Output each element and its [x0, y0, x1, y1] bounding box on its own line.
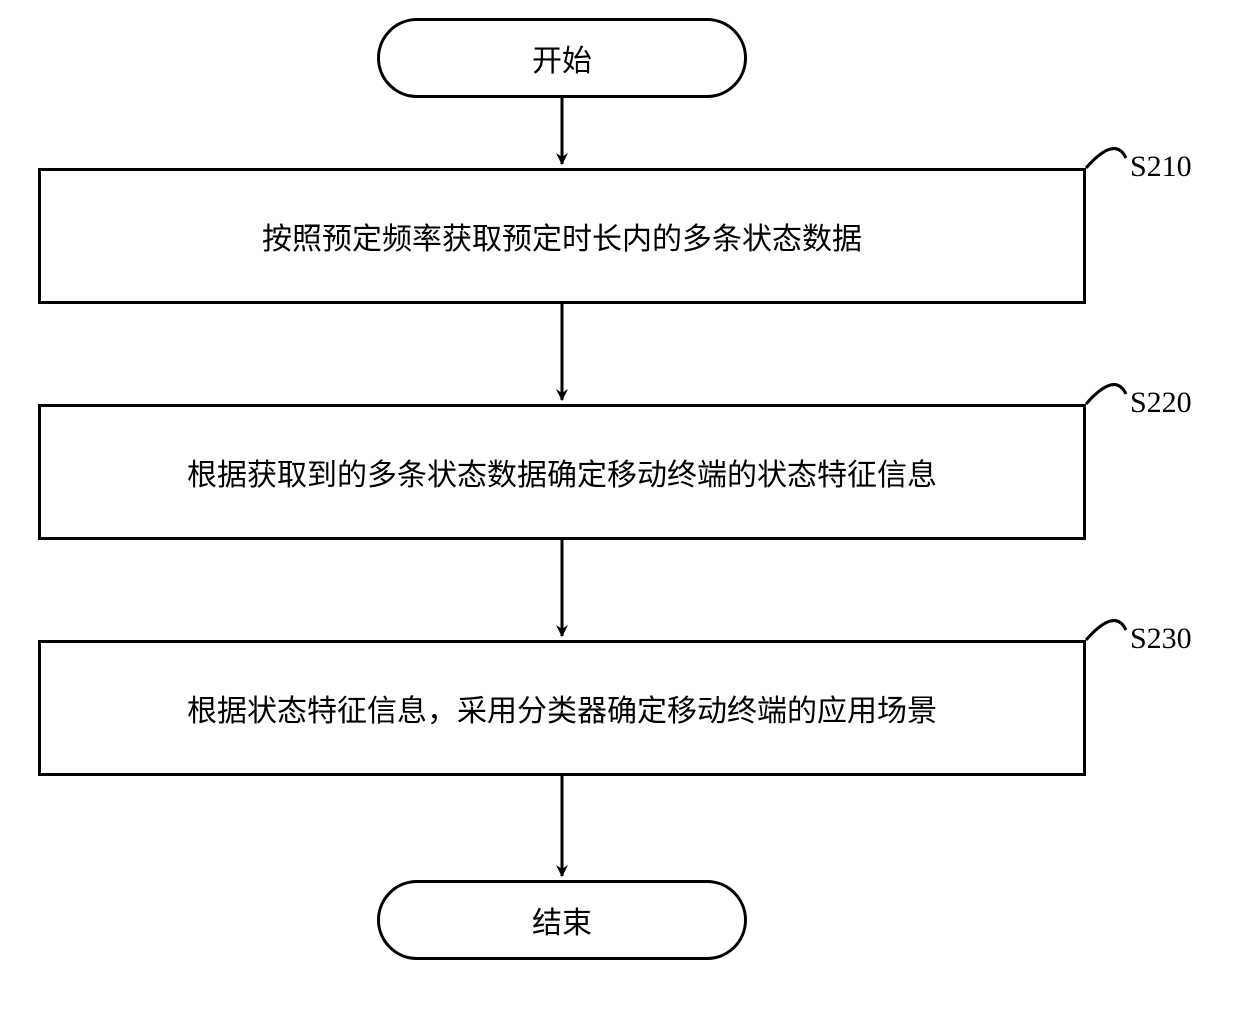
step-label-s230: S230	[1130, 622, 1192, 656]
process-s210: 按照预定频率获取预定时长内的多条状态数据	[38, 168, 1086, 304]
callout-s220	[1086, 385, 1126, 404]
start-label: 开始	[532, 36, 592, 80]
flowchart-canvas: 开始 按照预定频率获取预定时长内的多条状态数据 S210 根据获取到的多条状态数…	[0, 0, 1240, 1023]
step-label-s210: S210	[1130, 150, 1192, 184]
callout-s210	[1086, 149, 1126, 168]
end-node: 结束	[377, 880, 747, 960]
start-node: 开始	[377, 18, 747, 98]
process-s210-text: 按照预定频率获取预定时长内的多条状态数据	[262, 214, 862, 258]
process-s220-text: 根据获取到的多条状态数据确定移动终端的状态特征信息	[187, 450, 937, 494]
process-s230-text: 根据状态特征信息，采用分类器确定移动终端的应用场景	[187, 686, 937, 730]
callout-s230	[1086, 621, 1126, 640]
end-label: 结束	[532, 898, 592, 942]
process-s220: 根据获取到的多条状态数据确定移动终端的状态特征信息	[38, 404, 1086, 540]
step-label-s220: S220	[1130, 386, 1192, 420]
process-s230: 根据状态特征信息，采用分类器确定移动终端的应用场景	[38, 640, 1086, 776]
